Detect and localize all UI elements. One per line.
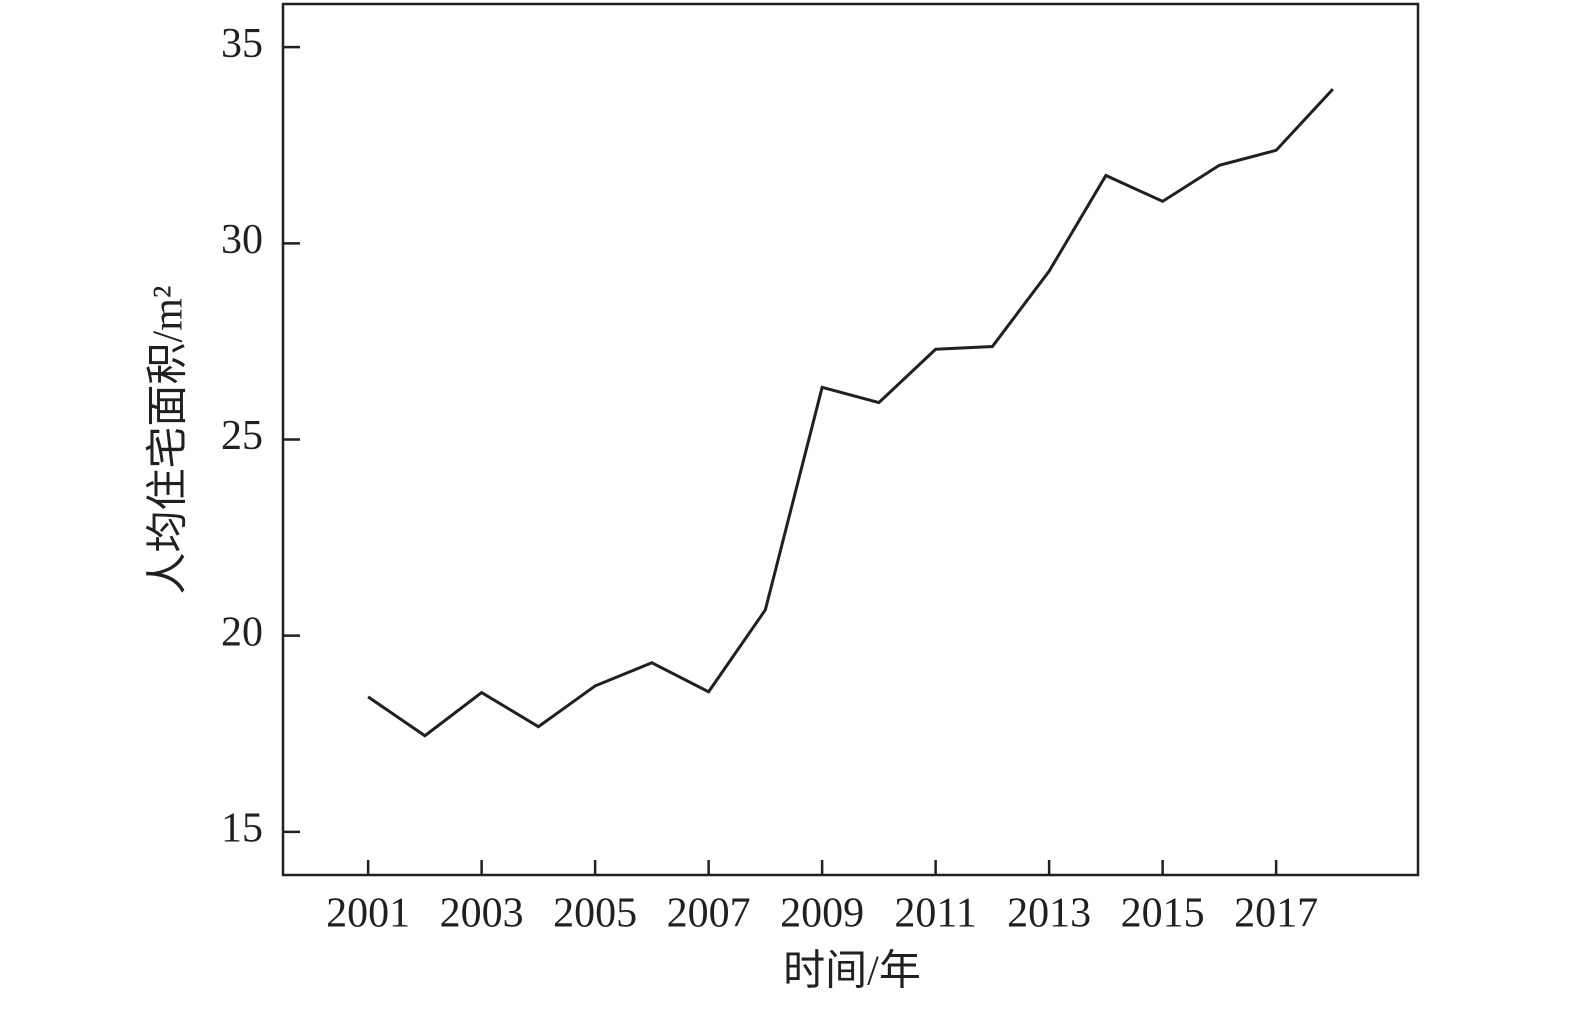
y-tick-label: 25 bbox=[221, 413, 263, 459]
x-tick-label: 2011 bbox=[894, 891, 976, 937]
x-tick-label: 2005 bbox=[553, 891, 637, 937]
y-tick-label: 20 bbox=[221, 609, 263, 655]
y-tick-label: 35 bbox=[221, 21, 263, 67]
plot-frame bbox=[281, 2, 1420, 877]
x-tick-label: 2015 bbox=[1121, 891, 1205, 937]
x-tick-label: 2001 bbox=[326, 891, 410, 937]
x-tick-label: 2007 bbox=[667, 891, 751, 937]
data-line bbox=[367, 88, 1334, 738]
y-tick-label: 15 bbox=[221, 805, 263, 851]
y-tick-label: 30 bbox=[221, 217, 263, 263]
x-tick-label: 2017 bbox=[1234, 891, 1318, 937]
x-tick-label: 2013 bbox=[1007, 891, 1091, 937]
x-tick-label: 2009 bbox=[780, 891, 864, 937]
y-axis-title: 人均住宅面积/m² bbox=[145, 286, 192, 595]
x-tick-label: 2003 bbox=[440, 891, 524, 937]
x-axis-title: 时间/年 bbox=[783, 948, 921, 995]
